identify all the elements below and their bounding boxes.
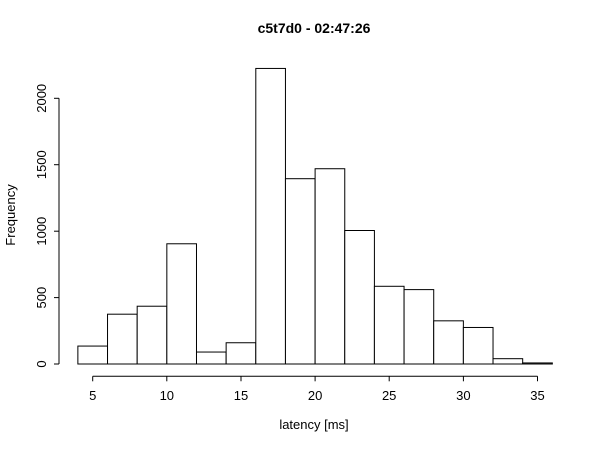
histogram-bar: [77, 345, 109, 365]
histogram-bar: [225, 342, 257, 365]
histogram-bar: [136, 305, 168, 365]
histogram-bar: [344, 230, 375, 365]
bars-group: [77, 67, 553, 365]
histogram-bar: [195, 351, 227, 365]
x-axis-tick-label: 5: [89, 388, 96, 403]
x-axis-tick-label: 10: [160, 388, 174, 403]
histogram-bar: [522, 362, 553, 365]
y-axis-label: Frequency: [3, 184, 18, 246]
x-axis-tick-label: 25: [382, 388, 396, 403]
y-axis-tick-label: 1500: [34, 150, 49, 179]
histogram-bar: [403, 289, 435, 365]
histogram-bar: [373, 285, 405, 365]
histogram-bar: [433, 320, 464, 365]
histogram-bar: [166, 243, 197, 365]
histogram-bar: [284, 178, 316, 365]
histogram-bar: [107, 313, 138, 365]
x-axis-label: latency [ms]: [279, 417, 348, 432]
x-axis-tick-label: 30: [456, 388, 470, 403]
y-axis-tick-label: 1000: [34, 217, 49, 246]
x-axis-tick-label: 20: [308, 388, 322, 403]
chart-title: c5t7d0 - 02:47:26: [258, 20, 371, 36]
x-axis-tick-label: 35: [530, 388, 544, 403]
histogram-bar: [314, 168, 346, 365]
histogram-bar: [492, 358, 524, 365]
y-axis-tick-label: 0: [34, 360, 49, 367]
axes-group: 0 500 1000 1500 2000 5 10 15 20 25 30 35: [34, 84, 545, 403]
y-axis-tick-label: 500: [34, 287, 49, 309]
histogram-bar: [462, 326, 494, 365]
x-axis-tick-label: 15: [234, 388, 248, 403]
y-axis-tick-label: 2000: [34, 84, 49, 113]
histogram-bar: [255, 67, 286, 365]
